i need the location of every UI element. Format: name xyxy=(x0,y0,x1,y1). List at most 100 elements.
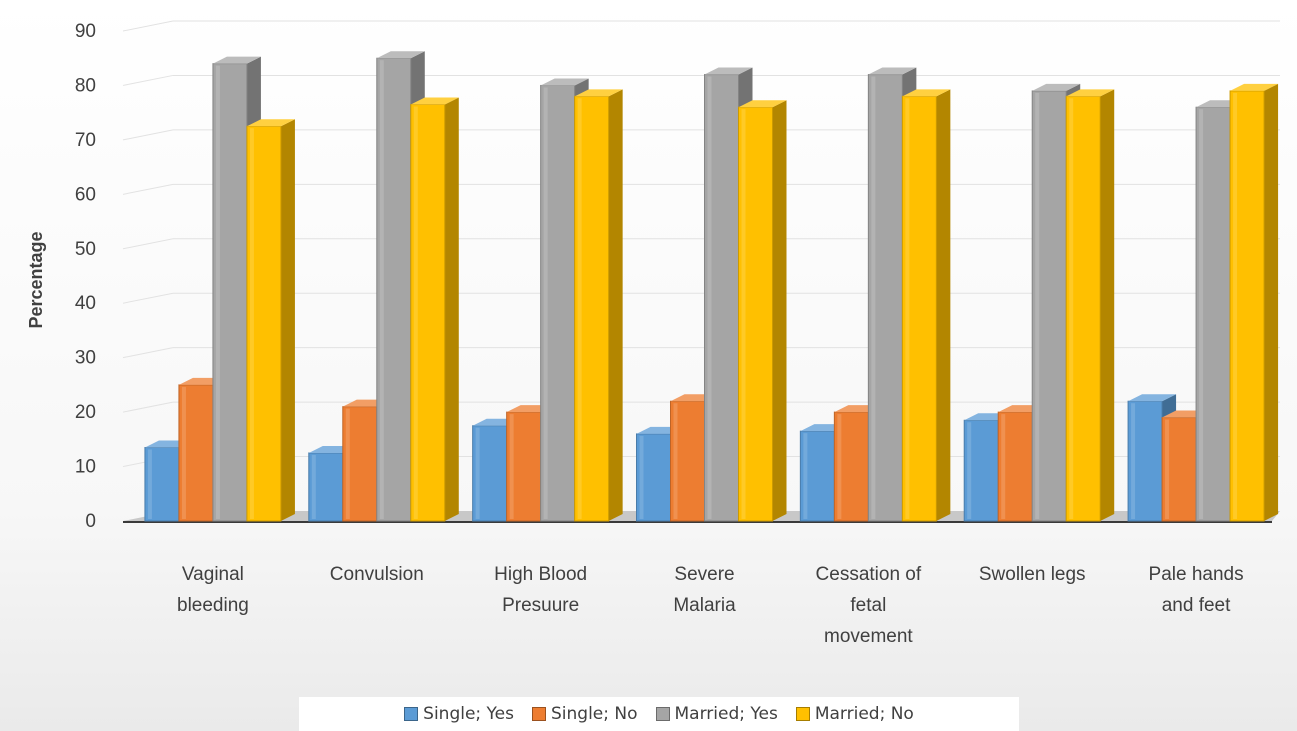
gridline-side xyxy=(122,347,174,359)
bar-married-no-0 xyxy=(246,119,295,522)
bar-highlight xyxy=(1069,98,1074,519)
y-tick-label: 20 xyxy=(75,402,96,423)
legend: Single; Yes Single; No Married; Yes Married… xyxy=(299,697,1019,731)
bar-top xyxy=(868,67,917,75)
gridline-side xyxy=(122,292,174,304)
legend-swatch xyxy=(404,707,419,721)
bar-top xyxy=(1066,89,1115,97)
bar-married-no-6 xyxy=(1229,83,1279,522)
bar-highlight xyxy=(639,435,644,519)
x-tick-label: Cessation of fetal movement xyxy=(816,564,922,647)
y-tick-label: 70 xyxy=(75,130,96,151)
y-axis: 0 10 20 30 40 50 60 70 80 90 xyxy=(75,21,96,532)
legend-label: Single; Yes xyxy=(423,704,514,724)
bar-highlight xyxy=(413,106,418,519)
bar-highlight xyxy=(509,414,514,519)
y-tick-label: 30 xyxy=(75,348,96,369)
bar-highlight xyxy=(1165,419,1170,519)
x-tick-label: Pale hands and feet xyxy=(1149,564,1244,616)
x-tick-label: Convulsion xyxy=(330,564,424,585)
legend-swatch xyxy=(795,707,810,721)
bar-top xyxy=(1128,394,1177,402)
bar-married-no-4 xyxy=(901,89,951,522)
gridline-side xyxy=(122,20,174,32)
x-tick-label: Vaginal bleeding xyxy=(177,564,249,616)
x-axis: Vaginal bleeding Convulsion High Blood Presu… xyxy=(177,564,1244,647)
bar-side xyxy=(444,97,459,521)
bar-side xyxy=(1100,89,1115,521)
bar-highlight xyxy=(803,433,808,519)
y-tick-label: 50 xyxy=(75,239,96,260)
y-tick-label: 90 xyxy=(75,21,96,42)
bar-highlight xyxy=(311,454,316,519)
bar-highlight xyxy=(379,60,384,519)
legend-item: Married; No xyxy=(795,704,914,724)
gridline-side xyxy=(122,238,174,250)
bar-top xyxy=(704,67,753,75)
bar-highlight xyxy=(181,386,186,519)
bar-highlight xyxy=(1131,403,1136,519)
bar-top xyxy=(410,97,459,105)
x-tick-label: Swollen legs xyxy=(979,564,1086,585)
y-tick-label: 0 xyxy=(85,511,96,532)
y-tick-label: 60 xyxy=(75,184,96,205)
y-tick-label: 80 xyxy=(75,75,96,96)
gridline-side xyxy=(122,183,174,195)
bar-top xyxy=(574,89,623,97)
bars xyxy=(144,51,1279,522)
bar-highlight xyxy=(707,76,712,520)
bar-highlight xyxy=(475,427,480,519)
legend-swatch xyxy=(655,707,670,721)
gridline-side xyxy=(122,401,174,413)
bar-highlight xyxy=(215,65,220,520)
bar-top xyxy=(902,89,951,97)
bar-highlight xyxy=(1035,92,1040,519)
bar-highlight xyxy=(249,128,254,519)
bar-highlight xyxy=(577,98,582,519)
y-axis-title: Percentage xyxy=(26,231,46,328)
bar-top xyxy=(1230,83,1279,91)
bar-highlight xyxy=(1001,414,1006,519)
bar-highlight xyxy=(673,403,678,519)
bar-highlight xyxy=(1199,109,1204,519)
bar-highlight xyxy=(871,76,876,520)
bar-highlight xyxy=(967,422,972,519)
x-tick-label: Severe Malaria xyxy=(673,564,736,616)
gridline-side xyxy=(122,129,174,141)
legend-swatch xyxy=(532,707,546,721)
bar-top xyxy=(738,100,787,108)
bar-top xyxy=(246,119,295,127)
bar-side xyxy=(1264,83,1279,521)
legend-label: Married; Yes xyxy=(674,704,778,724)
bar-side xyxy=(936,89,951,521)
bar-married-no-3 xyxy=(738,100,787,522)
x-tick-label: High Blood Presuure xyxy=(494,564,587,616)
bar-married-no-1 xyxy=(410,97,459,522)
legend-item: Married; Yes xyxy=(655,704,778,724)
bar-side xyxy=(280,119,295,522)
bar-highlight xyxy=(345,408,350,519)
bar-top xyxy=(540,78,589,86)
bar-side xyxy=(772,100,787,521)
bar-top xyxy=(1032,83,1081,91)
legend-item: Single; No xyxy=(532,704,638,724)
bar-highlight xyxy=(905,98,910,519)
legend-label: Married; No xyxy=(814,704,914,724)
legend-label: Single; No xyxy=(551,704,638,724)
bar-highlight xyxy=(1233,92,1238,519)
bar-highlight xyxy=(741,109,746,519)
bar-married-no-2 xyxy=(574,89,623,522)
bar-top xyxy=(212,56,261,64)
gridline-side xyxy=(122,74,174,86)
bar-married-no-5 xyxy=(1065,89,1115,522)
y-tick-label: 10 xyxy=(75,457,96,478)
bar-highlight xyxy=(543,87,548,519)
bar-highlight xyxy=(147,449,152,519)
bar-top xyxy=(376,51,425,59)
legend-item: Single; Yes xyxy=(404,704,514,724)
bar-highlight xyxy=(837,414,842,519)
bar-side xyxy=(608,89,623,521)
y-tick-label: 40 xyxy=(75,293,96,314)
